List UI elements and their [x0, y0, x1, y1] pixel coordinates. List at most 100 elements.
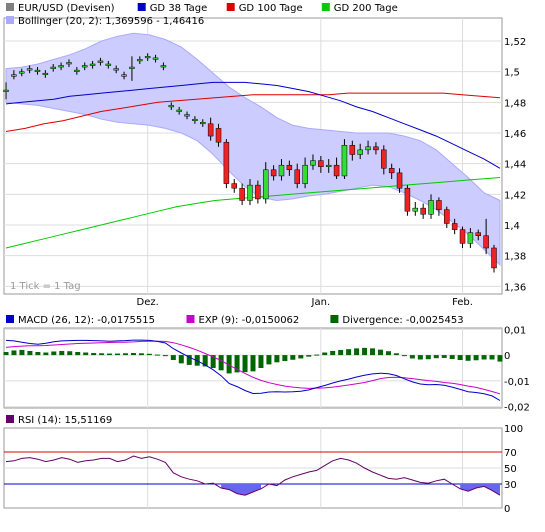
price-candle [255, 180, 261, 204]
price-panel-y-tick-label: 1,46 [504, 129, 526, 140]
price-candle [318, 156, 324, 173]
candle-body [176, 109, 182, 112]
candle-body [11, 74, 17, 77]
price-panel-legend-label: EUR/USD (Devisen) [18, 3, 115, 14]
price-panel-legend-label: GD 100 Tage [239, 3, 303, 14]
divergence-bar [377, 349, 383, 356]
price-candle [176, 106, 182, 115]
macd-panel-y-tick-label: -0,02 [504, 403, 530, 414]
candle-body [160, 65, 167, 68]
price-candle [436, 197, 442, 216]
candle-body [349, 145, 356, 155]
candle-body [97, 60, 104, 63]
price-candle [207, 117, 214, 141]
candle-body [26, 68, 33, 71]
price-candle [160, 62, 167, 71]
divergence-bar [107, 353, 113, 356]
rsi-line [5, 455, 501, 496]
price-panel-legend-label: GD 200 Tage [334, 3, 398, 14]
price-panel-y-tick-label: 1,42 [504, 190, 526, 201]
rsi-panel-y-tick-label: 100 [504, 424, 523, 435]
candle-body [121, 74, 127, 77]
divergence-bar [330, 350, 336, 356]
price-candle [3, 82, 9, 100]
divergence-bar [67, 351, 73, 356]
divergence-bar [370, 348, 376, 356]
divergence-bar [210, 355, 216, 368]
candle-body [483, 235, 489, 249]
divergence-bar [298, 355, 304, 359]
price-panel-y-tick-label: 1,4 [504, 221, 520, 232]
rsi-oversold-fill [460, 484, 500, 496]
price-panel-y-tick-label: 1,44 [504, 160, 526, 171]
divergence-bar [154, 354, 160, 356]
candle-body [74, 69, 80, 72]
divergence-bar [497, 355, 503, 362]
candle-body [3, 89, 9, 92]
price-candle [381, 145, 387, 175]
candle-body [231, 183, 238, 189]
macd-panel-legend-label: Divergence: -0,0025453 [342, 315, 463, 326]
candle-body [184, 114, 190, 117]
divergence-bar [162, 355, 168, 357]
candle-body [333, 164, 340, 177]
candle-body [302, 164, 308, 184]
candle-body [444, 209, 450, 224]
divergence-bar [258, 355, 264, 368]
divergence-bar [449, 355, 455, 359]
price-candle [66, 59, 72, 68]
divergence-bar [130, 353, 136, 356]
macd-panel-y-tick-label: 0,01 [504, 325, 526, 336]
candle-body [420, 207, 426, 215]
divergence-bar [75, 352, 81, 356]
rsi-panel-legend-label: RSI (14): 15,51169 [18, 415, 112, 426]
divergence-bar [314, 354, 320, 356]
price-panel-y-tick-label: 1,48 [504, 98, 526, 109]
candle-body [34, 69, 41, 72]
candle-body [310, 160, 316, 166]
candle-body [18, 71, 25, 74]
price-candle [444, 206, 450, 229]
candle-body [239, 187, 245, 201]
candle-body [294, 169, 300, 184]
divergence-bar [465, 355, 471, 361]
divergence-bar [385, 351, 391, 356]
price-panel-y-tick-label: 1,36 [504, 282, 526, 293]
price-candle [26, 65, 33, 74]
price-candle [184, 111, 190, 120]
divergence-bar [282, 355, 288, 362]
candle-body [357, 149, 363, 155]
candle-body [50, 66, 56, 69]
candle-body [192, 118, 198, 121]
price-candle [459, 226, 466, 248]
x-tick-label: Dez. [137, 297, 159, 308]
divergence-bar [306, 355, 312, 357]
price-panel-y-ticks: 1,52 1,5 1,48 1,46 1,44 1,42 1,4 1,38 1,36 [504, 37, 526, 293]
divergence-bar [274, 355, 280, 363]
candle-body [168, 105, 175, 108]
gd100-line [5, 92, 501, 132]
price-candle [137, 56, 143, 64]
gd200-line [5, 177, 501, 249]
price-panel-legend-label: GD 38 Tage [150, 3, 208, 14]
price-candle [491, 244, 497, 273]
rsi-panel-y-tick-label: 50 [504, 464, 517, 475]
price-candle [168, 102, 175, 110]
divergence-bar [146, 353, 152, 356]
candle-body [207, 123, 214, 137]
price-panel-y-tick-label: 1,5 [504, 68, 520, 79]
gd38-line [5, 81, 501, 169]
candle-body [436, 200, 442, 210]
price-candle [310, 154, 316, 170]
macd-panel-legend: MACD (26, 12): -0,0175515 EXP (9): -0,015… [6, 315, 464, 326]
price-candle [373, 142, 379, 155]
price-candle [396, 168, 403, 193]
candle-body [152, 57, 159, 60]
price-candle [483, 218, 489, 255]
candle-body [200, 122, 206, 125]
candle-body [262, 169, 269, 200]
divergence-bar [51, 351, 57, 356]
macd-panel-y-tick-label: -0,01 [504, 377, 530, 388]
x-tick-label: Jan. [311, 297, 331, 308]
candle-body [215, 128, 222, 143]
